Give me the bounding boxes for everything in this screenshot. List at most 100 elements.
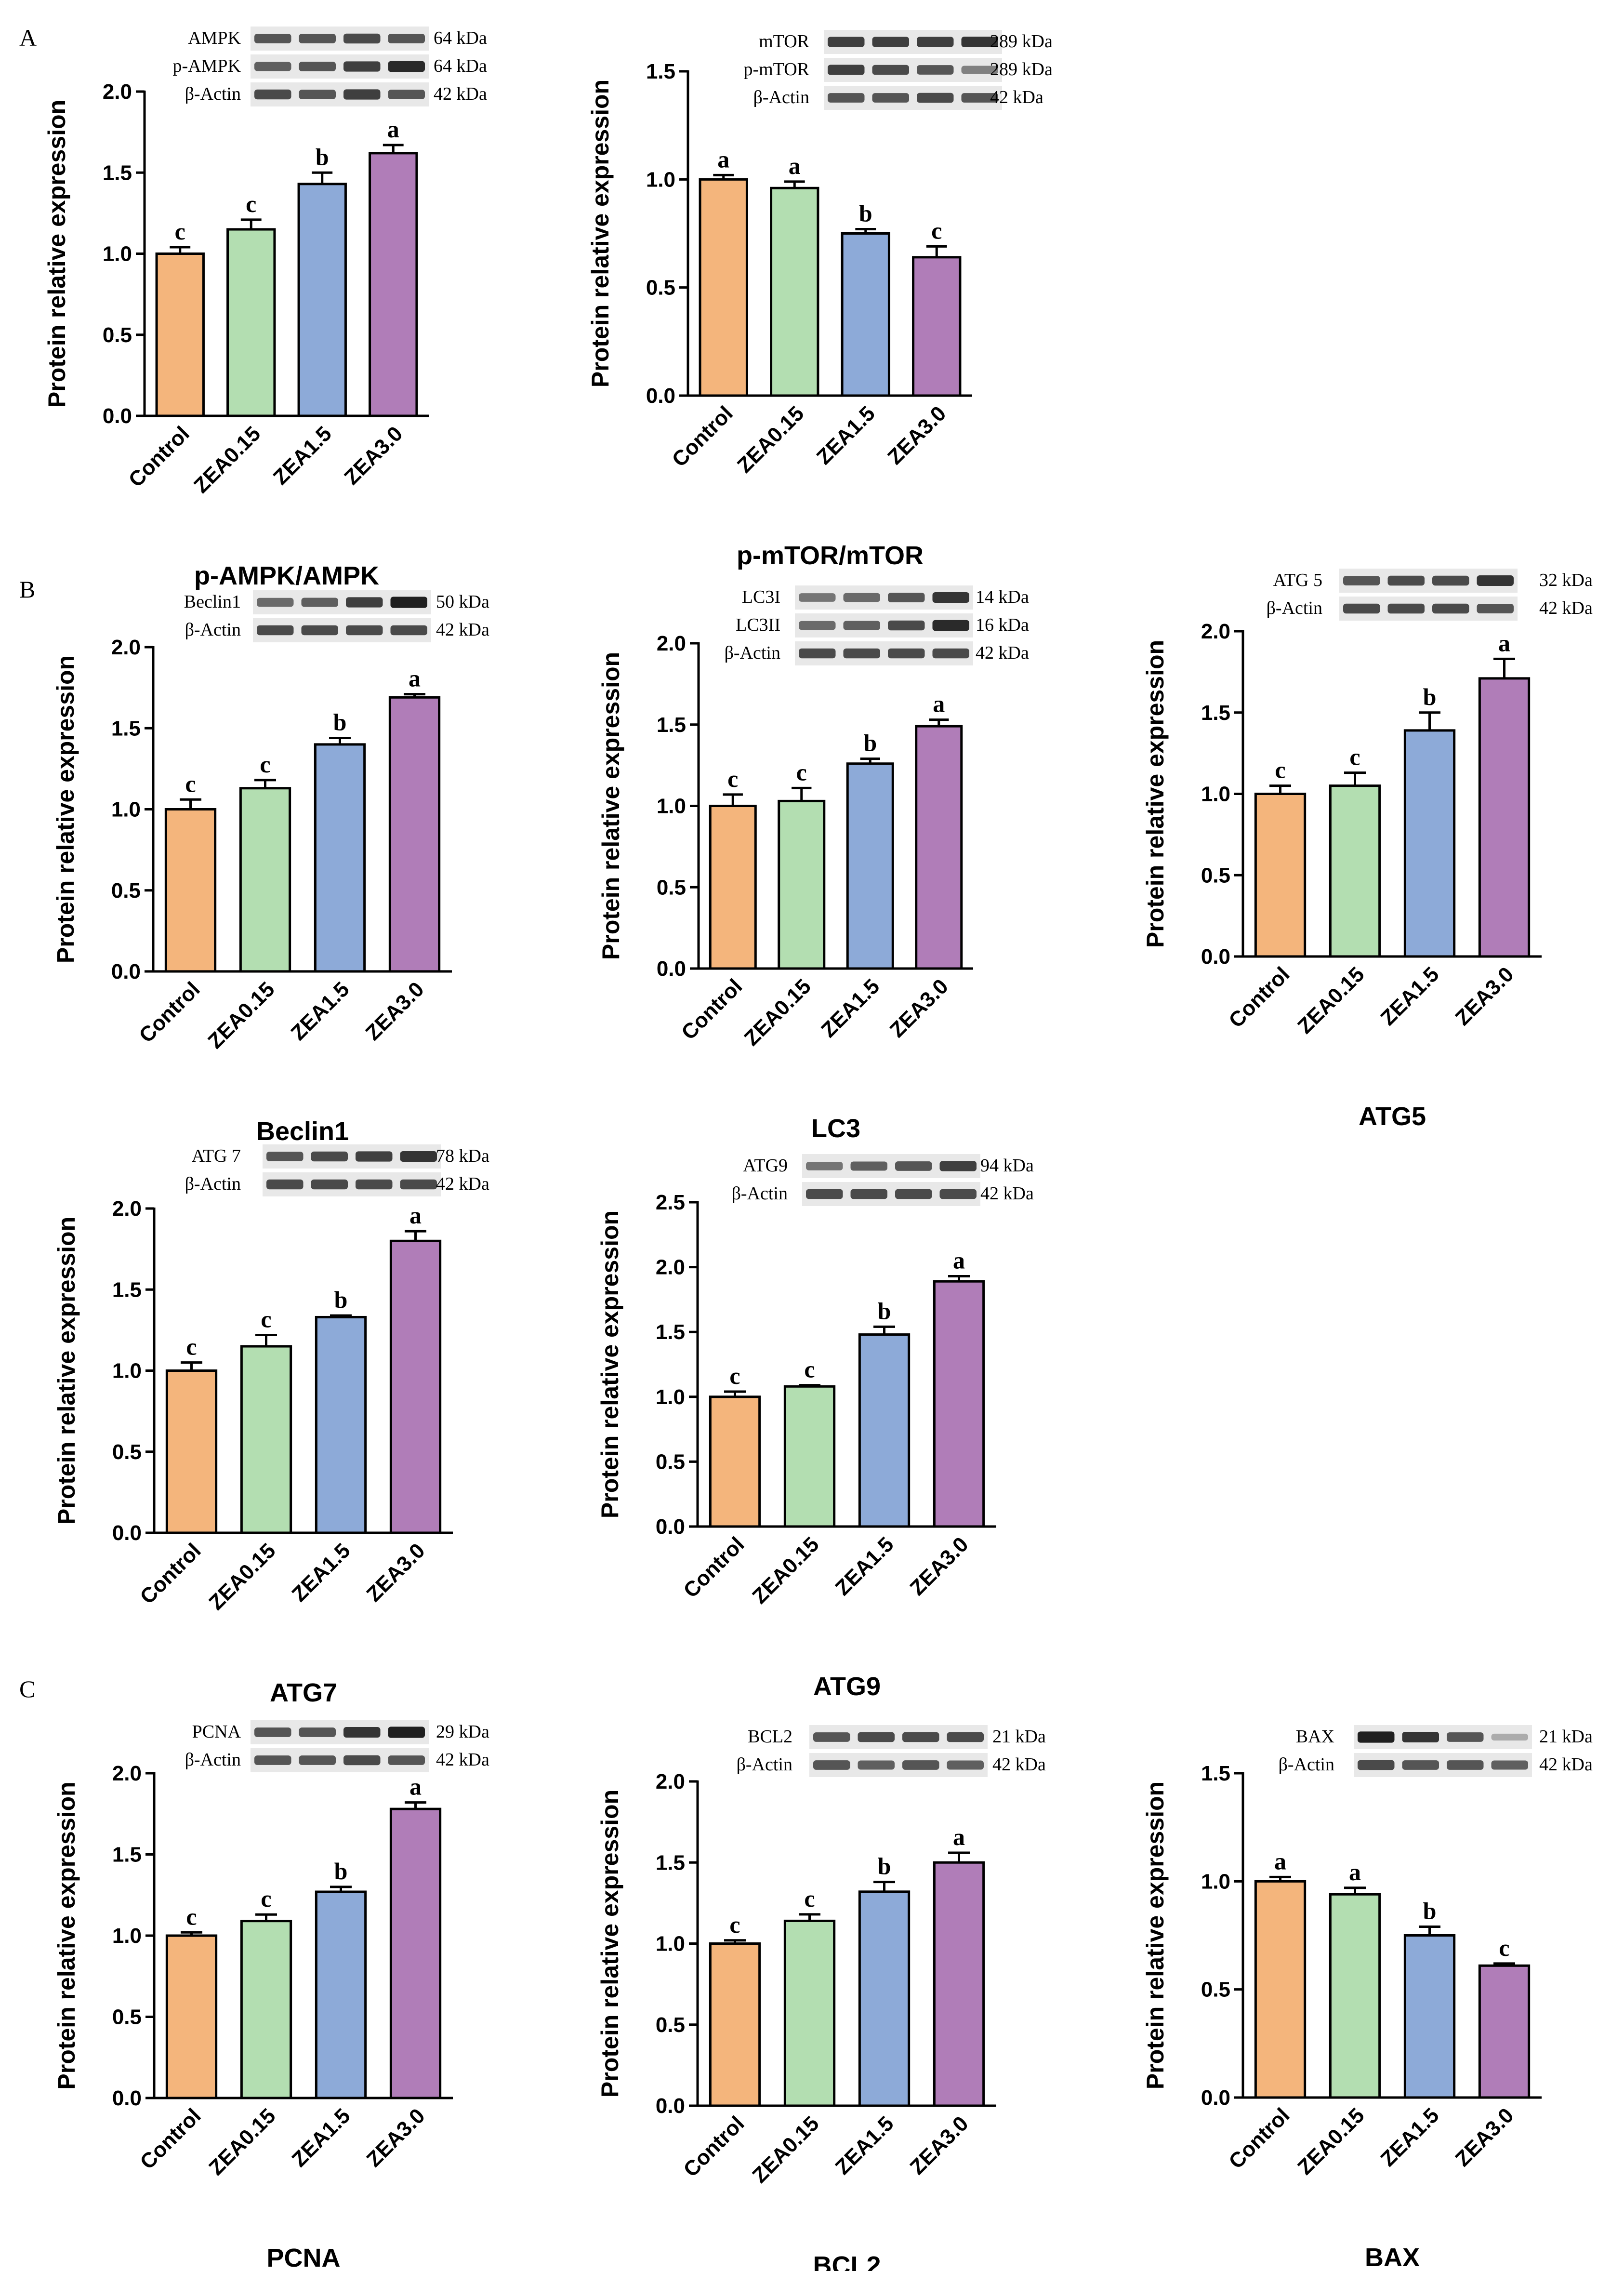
x-tick-label: ZEA3.0 <box>1451 2103 1518 2171</box>
blot-size-label: 289 kDa <box>990 31 1053 52</box>
x-tick-label: ZEA0.15 <box>1293 962 1369 1038</box>
y-tick-label: 1.5 <box>656 1320 685 1344</box>
y-tick-label: 1.0 <box>1201 1870 1230 1893</box>
blot-band <box>301 625 338 636</box>
blot-protein-label: BAX <box>1296 1726 1334 1747</box>
bar-zea30 <box>389 1239 442 1534</box>
blot-protein-label: LC3II <box>736 615 780 635</box>
blot-band <box>400 1151 437 1162</box>
bar-zea30 <box>1478 1964 1531 2099</box>
blot-band <box>266 1152 304 1161</box>
blot-size-label: 16 kDa <box>976 615 1029 635</box>
bar-control <box>709 1395 761 1528</box>
blot-band <box>872 65 909 75</box>
y-axis-label: Protein relative expression <box>596 1790 623 2098</box>
y-tick-label: 2.0 <box>111 636 141 659</box>
y-axis-label: Protein relative expression <box>1142 640 1169 948</box>
x-tick-label: Control <box>668 401 738 471</box>
significance-label: b <box>1423 683 1437 710</box>
blot-band <box>1358 1731 1395 1743</box>
blot-protein-label: β-Actin <box>185 1174 241 1194</box>
x-tick-label: Control <box>679 2112 749 2181</box>
blot-size-label: 42 kDa <box>436 1174 489 1194</box>
y-tick-label: 0.5 <box>111 879 141 903</box>
y-tick-label: 1.0 <box>656 1385 685 1409</box>
y-axis-label: Protein relative expression <box>53 1217 80 1525</box>
blot-size-label: 42 kDa <box>434 84 487 104</box>
x-tick-label: Control <box>679 1532 749 1602</box>
x-tick-label: ZEA1.5 <box>831 1532 898 1600</box>
bar-control <box>165 1934 218 2099</box>
significance-label: c <box>796 758 807 785</box>
x-tick-label: ZEA1.5 <box>817 974 884 1042</box>
x-tick-label: ZEA1.5 <box>831 2112 898 2179</box>
blot-band <box>947 1732 984 1742</box>
blot-band <box>888 593 925 602</box>
blot-band <box>254 1727 291 1737</box>
y-tick-label: 0.0 <box>103 404 132 428</box>
panel-letter-b: B <box>19 576 35 603</box>
y-tick-label: 0.5 <box>656 2013 685 2037</box>
y-axis-label: Protein relative expression <box>596 1210 623 1518</box>
blot-band <box>858 1760 895 1770</box>
significance-label: a <box>953 1823 965 1850</box>
blot-band <box>254 1755 291 1765</box>
blot-band <box>902 1760 939 1770</box>
blot-band <box>806 1162 843 1170</box>
y-tick-label: 1.0 <box>657 795 686 818</box>
x-tick-label: ZEA0.15 <box>203 977 279 1053</box>
significance-label: c <box>1499 1934 1509 1961</box>
blot-band <box>1491 1733 1528 1741</box>
y-tick-label: 0.5 <box>112 1440 142 1464</box>
blot-band <box>299 1755 336 1765</box>
significance-label: a <box>717 146 729 173</box>
significance-label: a <box>953 1247 965 1274</box>
y-tick-label: 2.5 <box>656 1191 685 1214</box>
y-axis-label: Protein relative expression <box>587 80 614 387</box>
significance-label: a <box>789 152 801 179</box>
significance-label: c <box>931 217 942 244</box>
bar-control <box>1254 793 1307 958</box>
blot-size-label: 289 kDa <box>990 59 1053 80</box>
blot-band <box>843 648 880 659</box>
bar-zea30 <box>933 1280 985 1528</box>
blot-band <box>932 648 969 659</box>
chart-atg9: 0.0 0.5 1.0 1.5 2.0 2.5 Protein relative expre… <box>596 1154 1034 1701</box>
blot-band <box>311 1151 348 1162</box>
chart-bcl2: 0.0 0.5 1.0 1.5 2.0 Protein relative expressi… <box>596 1725 1046 2271</box>
blot-size-label: 64 kDa <box>434 56 487 76</box>
significance-label: c <box>729 1911 740 1938</box>
blot-size-label: 94 kDa <box>980 1155 1034 1176</box>
blot-band <box>356 1179 393 1190</box>
charts-container: 0.0 0.5 1.0 1.5 2.0 Protein relative expressi… <box>43 27 1593 2271</box>
x-tick-label: ZEA3.0 <box>361 977 428 1045</box>
significance-label: b <box>878 1853 891 1880</box>
blot-band <box>356 1151 393 1162</box>
x-tick-label: ZEA1.5 <box>812 401 880 469</box>
bar-control <box>1254 1880 1307 2099</box>
blot-size-label: 32 kDa <box>1539 570 1593 590</box>
blot-size-label: 50 kDa <box>436 592 489 612</box>
y-tick-label: 0.5 <box>657 876 686 899</box>
y-tick-label: 0.0 <box>656 1515 685 1539</box>
bar-control <box>164 808 217 973</box>
y-tick-label: 1.5 <box>103 161 132 185</box>
blot-size-label: 78 kDa <box>436 1146 489 1166</box>
y-tick-label: 1.0 <box>112 1924 142 1948</box>
bar-zea15 <box>858 1333 911 1528</box>
blot-protein-label: PCNA <box>192 1722 241 1742</box>
blot-protein-label: β-Actin <box>725 643 780 663</box>
y-tick-label: 1.5 <box>657 713 686 737</box>
blot-band <box>388 90 425 99</box>
y-tick-label: 1.5 <box>1201 1762 1230 1785</box>
blot-protein-label: β-Actin <box>185 84 241 104</box>
bar-control <box>155 252 205 417</box>
blot-band <box>872 93 909 103</box>
x-tick-label: ZEA0.15 <box>204 1539 280 1614</box>
blot-band <box>917 65 954 75</box>
blot-band <box>806 1189 843 1199</box>
blot-protein-label: β-Actin <box>737 1754 792 1775</box>
bar-zea015 <box>239 787 291 973</box>
blot-band <box>254 62 291 71</box>
